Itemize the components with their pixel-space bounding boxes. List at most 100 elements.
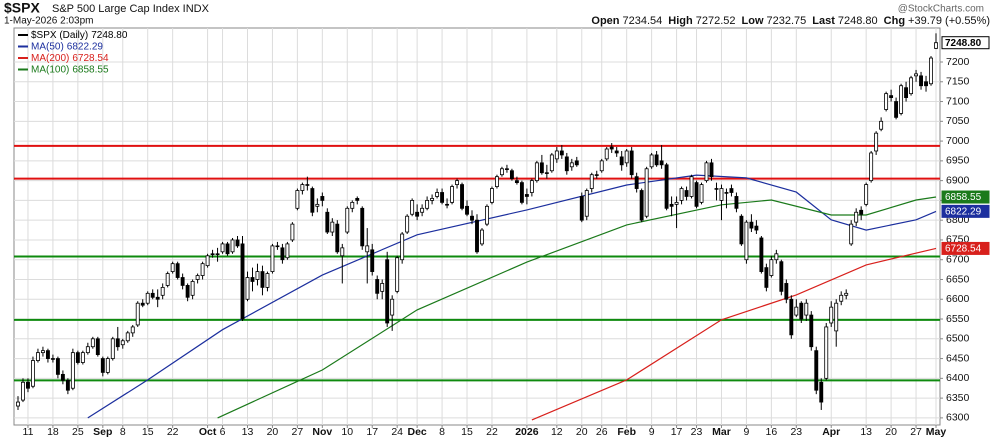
- legend-entry: MA(50) 6822.29: [31, 41, 103, 52]
- candle-body: [789, 298, 794, 336]
- candle-body: [165, 273, 170, 286]
- candle-body: [135, 302, 140, 326]
- quote-value: +39.79 (+0.55%): [908, 15, 990, 27]
- x-tick-label: 23: [790, 426, 802, 438]
- x-tick-label: 26: [596, 426, 608, 438]
- candle-body: [370, 249, 375, 272]
- candle-body: [899, 85, 904, 114]
- x-tick-label: 27: [292, 426, 304, 438]
- candle-body: [180, 277, 185, 286]
- y-tick-label: 6950: [946, 155, 970, 167]
- candle-body: [514, 180, 519, 184]
- x-tick-label: 15: [142, 426, 154, 438]
- candle-body: [405, 215, 410, 233]
- candle-body: [524, 194, 529, 197]
- x-tick-label: 2026: [515, 426, 539, 438]
- candle-body: [90, 338, 95, 348]
- y-tick-label: 6300: [946, 412, 970, 424]
- price-box: [941, 241, 990, 255]
- candle-body: [21, 381, 25, 401]
- candle-body: [539, 162, 544, 174]
- x-tick-label: 15: [461, 426, 473, 438]
- candle-body: [519, 182, 524, 203]
- candle-body: [130, 326, 135, 334]
- candle-body: [719, 188, 724, 201]
- quote: Open 7234.54 High 7272.52 Low 7232.75 Last 7248…: [591, 15, 990, 27]
- candle-body: [744, 221, 749, 261]
- candle-body: [689, 176, 694, 197]
- candle-body: [140, 302, 145, 306]
- candle-body: [864, 184, 869, 205]
- y-tick-label: 6700: [946, 253, 970, 265]
- candle-body: [869, 152, 874, 182]
- y-tick-label: 6400: [946, 372, 970, 384]
- candle-body: [664, 164, 669, 209]
- candle-body: [529, 180, 534, 193]
- candle-body: [390, 298, 395, 316]
- x-tick-label: 8: [120, 426, 126, 438]
- legend-name: MA(50): [31, 41, 64, 52]
- candle-body: [904, 87, 909, 98]
- y-tick-label: 7050: [946, 115, 970, 127]
- candle-body: [50, 358, 55, 360]
- candle-body: [669, 203, 674, 207]
- candle-body: [849, 223, 854, 245]
- legend-name: MA(100): [31, 64, 69, 75]
- candle-body: [794, 306, 799, 316]
- candle-body: [859, 209, 864, 215]
- candle-body: [809, 314, 814, 348]
- candle-body: [315, 203, 320, 207]
- candle-body: [579, 196, 584, 221]
- price-box: [941, 36, 990, 50]
- legend-entry: MA(100) 6858.55: [31, 64, 109, 75]
- candle-body: [335, 223, 340, 253]
- x-tick-label: 24: [391, 426, 403, 438]
- quote-value: 7272.52: [696, 15, 736, 27]
- candle-body: [589, 174, 594, 189]
- x-tick-label: 13: [242, 426, 254, 438]
- candle-body: [415, 211, 420, 217]
- ma-line: [531, 247, 937, 421]
- candle-body: [619, 156, 624, 166]
- candle-body: [125, 332, 130, 342]
- candle-body: [465, 205, 469, 215]
- candle-body: [480, 229, 484, 245]
- candle-body: [40, 350, 45, 354]
- y-tick-label: 6550: [946, 313, 970, 325]
- candle-body: [729, 188, 734, 193]
- candle-body: [150, 292, 155, 298]
- x-tick-label: 20: [267, 426, 279, 438]
- candle-body: [814, 350, 819, 391]
- candle-body: [295, 190, 300, 209]
- candle-body: [854, 211, 859, 223]
- x-tick-label: 11: [23, 426, 34, 438]
- candle-body: [929, 57, 933, 85]
- x-tick-label: 17: [366, 426, 378, 438]
- candle-body: [909, 77, 914, 95]
- chart-title: $SPX: [4, 0, 40, 16]
- candle-body: [754, 225, 759, 231]
- candle-body: [175, 263, 180, 278]
- ma-line: [87, 174, 937, 419]
- candle-body: [360, 207, 365, 247]
- watermark: @StockCharts.com: [898, 4, 984, 15]
- candle-body: [270, 245, 275, 272]
- candle-body: [679, 188, 684, 201]
- candle-body: [714, 188, 719, 190]
- candle-body: [769, 259, 774, 276]
- quote-value: 7248.80: [838, 15, 878, 27]
- candle-body: [305, 184, 310, 186]
- candle-body: [120, 340, 125, 346]
- quote-label: High: [668, 15, 693, 27]
- candle-body: [425, 200, 430, 209]
- candle-body: [325, 211, 330, 233]
- candle-body: [31, 360, 35, 387]
- candle-body: [764, 267, 769, 288]
- candle-body: [395, 257, 400, 292]
- candle-body: [55, 358, 60, 375]
- candle-body: [95, 338, 100, 356]
- candle-body: [36, 352, 40, 361]
- candle-body: [375, 279, 380, 294]
- candle-body: [699, 184, 704, 203]
